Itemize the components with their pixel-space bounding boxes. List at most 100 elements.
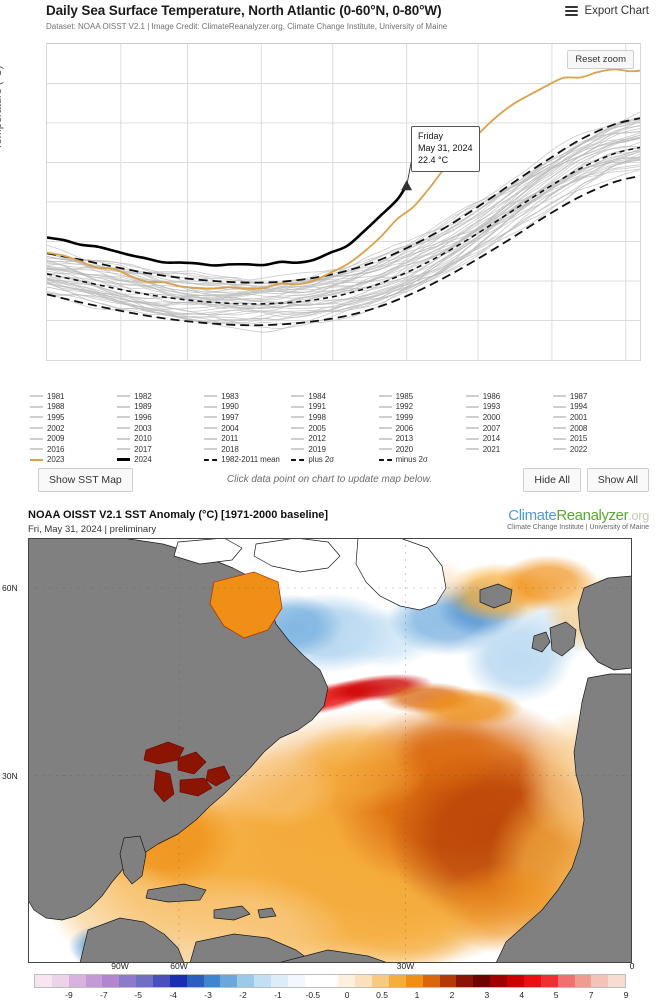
hide-all-button[interactable]: Hide All xyxy=(523,468,581,492)
legend-item-1995[interactable]: 1995 xyxy=(30,412,117,423)
colorbar-tick-label: 0.5 xyxy=(376,990,389,1000)
legend-swatch-icon xyxy=(117,437,131,440)
legend-item-2008[interactable]: 2008 xyxy=(552,423,640,434)
export-chart-button[interactable]: Export Chart xyxy=(565,4,649,18)
colorbar-tick-label: -9 xyxy=(65,990,73,1000)
legend-item-2001[interactable]: 2001 xyxy=(552,412,640,423)
legend-item-1984[interactable]: 1984 xyxy=(291,391,378,402)
legend-label: 1999 xyxy=(395,412,414,422)
legend-item-1992[interactable]: 1992 xyxy=(378,402,466,413)
legend-item-1990[interactable]: 1990 xyxy=(204,402,291,413)
legend-item-2020[interactable]: 2020 xyxy=(378,444,466,455)
legend-item-2012[interactable]: 2012 xyxy=(291,433,378,444)
map-longitude-label: 30W xyxy=(396,961,415,971)
show-sst-map-button[interactable]: Show SST Map xyxy=(38,468,133,492)
legend-swatch-icon xyxy=(465,448,479,451)
legend-swatch-icon xyxy=(117,427,131,430)
legend-swatch-icon xyxy=(30,448,43,451)
legend-item-1999[interactable]: 1999 xyxy=(378,412,466,423)
legend-label: 2003 xyxy=(134,423,152,433)
legend-item-2019[interactable]: 2019 xyxy=(291,444,378,455)
legend-swatch-icon xyxy=(30,416,43,419)
legend-item-2014[interactable]: 2014 xyxy=(465,433,553,444)
legend-swatch-icon xyxy=(117,405,131,408)
colorbar-swatch xyxy=(153,975,170,987)
legend-swatch-icon xyxy=(552,416,566,419)
legend-item-2021[interactable]: 2021 xyxy=(465,444,553,455)
legend-label: 2016 xyxy=(47,444,65,454)
legend-item-2016[interactable]: 2016 xyxy=(30,444,117,455)
legend-item-1994[interactable]: 1994 xyxy=(552,402,640,413)
legend-swatch-icon xyxy=(117,395,131,398)
legend-label: 1991 xyxy=(308,402,326,412)
legend-item-1996[interactable]: 1996 xyxy=(117,412,204,423)
legend-item-1982[interactable]: 1982 xyxy=(117,391,204,402)
colorbar-swatch xyxy=(85,975,103,987)
map-longitude-label: 90W xyxy=(111,961,129,971)
legend-item-1983[interactable]: 1983 xyxy=(204,391,291,402)
legend-item-1991[interactable]: 1991 xyxy=(291,402,378,413)
legend-item-2010[interactable]: 2010 xyxy=(117,433,204,444)
legend-item-plus-2sigma[interactable]: plus 2σ xyxy=(291,455,378,466)
show-all-button[interactable]: Show All xyxy=(586,468,649,492)
colorbar-tick-label: 3 xyxy=(484,990,490,1000)
legend-item-1981[interactable]: 1981 xyxy=(30,391,117,402)
legend-item-2003[interactable]: 2003 xyxy=(117,423,204,434)
legend-item-2011[interactable]: 2011 xyxy=(204,433,291,444)
legend-item-2009[interactable]: 2009 xyxy=(30,433,117,444)
legend-item-2013[interactable]: 2013 xyxy=(378,433,466,444)
legend-item-1985[interactable]: 1985 xyxy=(378,391,466,402)
climate-reanalyzer-logo: ClimateReanalyzer.org Climate Change Ins… xyxy=(507,507,649,531)
anomaly-colorbar xyxy=(34,974,626,988)
brand-subtitle: Climate Change Institute | University of… xyxy=(507,524,649,531)
legend-item-1997[interactable]: 1997 xyxy=(204,412,291,423)
legend-item-1989[interactable]: 1989 xyxy=(117,402,204,413)
tooltip-weekday: Friday xyxy=(418,131,444,141)
legend-swatch-icon xyxy=(204,458,218,461)
y-axis-title: Temperature (°C) xyxy=(0,65,4,150)
legend-label: 1985 xyxy=(395,391,414,401)
legend-item-2002[interactable]: 2002 xyxy=(30,423,117,434)
sst-anomaly-map[interactable] xyxy=(28,538,632,963)
reset-zoom-button[interactable]: Reset zoom xyxy=(567,50,634,69)
colorbar-swatch xyxy=(523,975,541,987)
legend-item-2007[interactable]: 2007 xyxy=(465,423,553,434)
legend-item-2024[interactable]: 2024 xyxy=(117,455,204,466)
temperature-chart-plot[interactable]: Reset zoom Friday May 31, 2024 22.4 °C 1… xyxy=(46,43,641,361)
chart-subtitle: Dataset: NOAA OISST V2.1 | Image Credit:… xyxy=(46,22,448,31)
legend-label: 2009 xyxy=(47,434,65,444)
legend-item-1998[interactable]: 1998 xyxy=(291,412,378,423)
legend-item-1993[interactable]: 1993 xyxy=(465,402,553,413)
legend-label: 1995 xyxy=(47,412,65,422)
legend-item-2004[interactable]: 2004 xyxy=(204,423,291,434)
legend-item-2023[interactable]: 2023 xyxy=(30,455,117,466)
legend-item-2015[interactable]: 2015 xyxy=(552,433,640,444)
legend-swatch-icon xyxy=(378,416,392,419)
legend-label: 2022 xyxy=(569,444,588,454)
legend-label: 2011 xyxy=(221,434,239,444)
legend-label: 2024 xyxy=(134,455,152,465)
colorbar-swatch xyxy=(608,975,626,987)
legend-label: 1998 xyxy=(308,412,326,422)
legend-item-1988[interactable]: 1988 xyxy=(30,402,117,413)
legend-item-2005[interactable]: 2005 xyxy=(291,423,378,434)
legend-swatch-icon xyxy=(465,395,479,398)
legend-label: 2006 xyxy=(395,423,414,433)
legend-label: 1990 xyxy=(221,402,239,412)
legend-item-2018[interactable]: 2018 xyxy=(204,444,291,455)
legend-swatch-icon xyxy=(465,427,479,430)
legend-item-minus-2sigma[interactable]: minus 2σ xyxy=(378,455,466,466)
legend-item-2000[interactable]: 2000 xyxy=(465,412,553,423)
legend-label: 2020 xyxy=(395,444,414,454)
legend-item-2006[interactable]: 2006 xyxy=(378,423,466,434)
chart-legend[interactable]: 1981 1988 1995 2002 2009 2016 2023 1982 1989 1996… xyxy=(30,391,640,465)
legend-item-2022[interactable]: 2022 xyxy=(552,444,640,455)
legend-swatch-icon xyxy=(378,405,392,408)
legend-item-mean[interactable]: 1982-2011 mean xyxy=(204,455,291,466)
legend-item-2017[interactable]: 2017 xyxy=(117,444,204,455)
legend-swatch-icon xyxy=(378,458,392,461)
legend-item-1986[interactable]: 1986 xyxy=(465,391,553,402)
colorbar-tick-label: 0 xyxy=(344,990,350,1000)
legend-label: 1992 xyxy=(395,402,414,412)
legend-item-1987[interactable]: 1987 xyxy=(552,391,640,402)
